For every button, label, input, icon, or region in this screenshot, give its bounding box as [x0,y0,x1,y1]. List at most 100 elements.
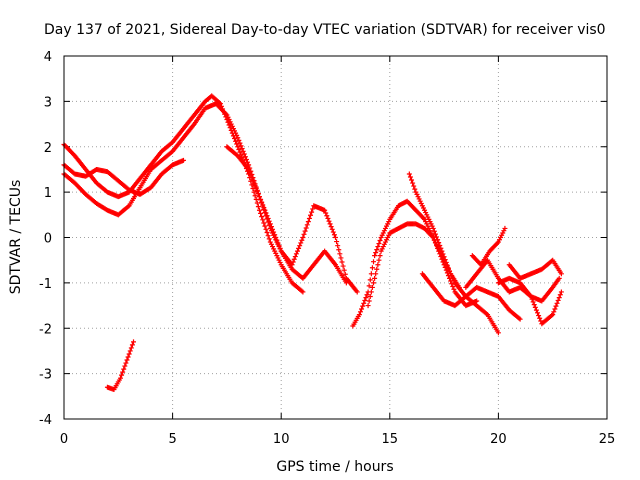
data-point [440,251,446,257]
data-point [245,159,251,165]
data-point [553,303,559,309]
data-point [305,219,311,225]
data-point [530,299,536,305]
data-point [258,210,264,216]
data-point [411,183,417,189]
tick-labels: 0 5 10 15 20 25 -4 -3 -2 -1 0 1 2 3 4 [39,50,615,447]
data-point [331,232,337,238]
data-point [407,174,413,180]
data-point [308,212,314,218]
data-point [249,175,255,181]
data-point [529,296,535,302]
data-point [361,300,367,306]
data-point [451,286,457,292]
data-point [445,265,451,271]
data-point [551,309,557,315]
data-point [409,177,415,183]
data-point [375,262,381,268]
data-point [250,177,256,183]
data-point [333,235,338,240]
data-points [61,93,564,393]
data-point [365,303,371,309]
data-point [450,284,456,290]
data-point [374,247,380,253]
data-point [369,284,375,290]
x-axis-label: GPS time / hours [276,459,393,475]
data-point [528,293,534,299]
data-point [537,315,543,321]
data-point [555,297,561,303]
data-point [238,143,244,149]
data-point [367,293,373,299]
data-point [363,295,369,301]
data-point [129,342,135,348]
y-tick-label: 2 [44,141,52,156]
data-point [263,226,269,232]
data-point [329,226,335,232]
data-point [259,214,265,220]
data-point [303,225,309,231]
data-point [531,302,537,308]
data-point [299,237,305,243]
data-point [369,265,375,271]
data-point [368,271,374,277]
data-point [436,240,442,246]
data-point [431,228,437,234]
data-point [296,245,302,251]
data-point [131,339,137,345]
data-point [371,259,377,265]
data-point [240,148,246,154]
data-point [339,259,345,265]
data-point [233,138,239,144]
data-point [255,191,261,197]
data-point [290,259,296,265]
y-tick-label: 0 [44,232,52,247]
data-point [556,275,562,281]
data-point [294,248,300,254]
data-point [372,253,378,259]
data-point [438,245,444,251]
data-point [255,204,261,210]
data-point [359,306,365,312]
data-point [536,313,542,319]
data-point [367,277,373,283]
data-point [234,141,240,147]
data-point [127,348,133,354]
data-point [550,312,556,318]
data-point [441,254,447,260]
data-point [261,220,267,226]
x-tick-label: 20 [490,432,507,447]
x-tick-label: 5 [168,432,176,447]
data-point [126,351,132,357]
series-sat-a [61,93,306,295]
data-point [443,259,449,265]
data-point [439,248,445,254]
data-point [437,242,443,248]
series-sat-j [469,225,508,268]
data-point [128,345,134,351]
data-point [289,262,295,268]
data-point [265,219,271,225]
data-point [253,185,259,191]
data-point [291,256,297,262]
data-point [456,284,462,290]
data-point [376,257,382,263]
data-point [252,183,258,189]
data-point [180,157,186,163]
data-point [558,271,564,277]
data-point [534,310,540,316]
data-point [360,303,366,309]
series-sat-c [61,157,186,197]
data-point [251,180,257,186]
data-point [235,144,241,150]
data-point [256,207,262,213]
data-point [374,266,380,272]
data-point [334,239,340,245]
data-point [338,255,344,261]
data-point [236,137,242,143]
data-point [304,222,310,228]
data-point [297,243,303,249]
data-point [556,295,562,301]
data-point [266,236,272,242]
